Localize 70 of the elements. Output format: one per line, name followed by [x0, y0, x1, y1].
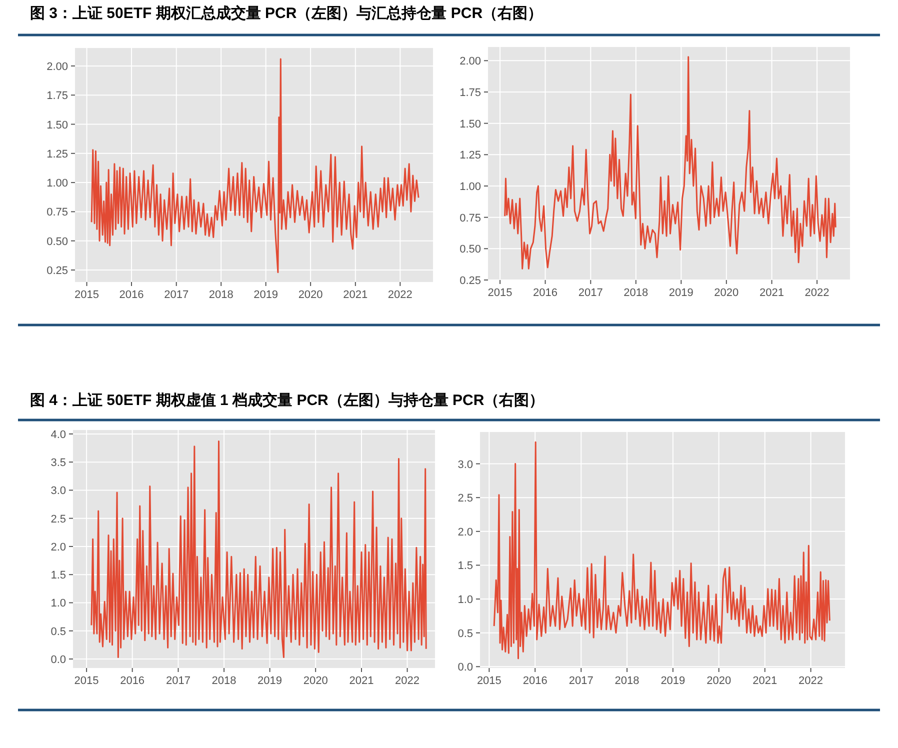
y-tick-label: 2.5: [458, 492, 473, 505]
x-tick-label: 2020: [706, 675, 732, 687]
x-tick-label: 2015: [74, 675, 99, 687]
y-tick-label: 1.75: [46, 90, 68, 102]
y-tick-label: 1.50: [46, 119, 68, 132]
y-tick-label: 4.0: [50, 428, 66, 441]
y-tick-label: 1.0: [458, 594, 473, 606]
x-tick-label: 2018: [624, 287, 648, 299]
x-tick-label: 2016: [522, 675, 548, 687]
y-tick-label: 0.50: [460, 244, 481, 256]
line-series: [90, 58, 420, 274]
y-tick-label: 2.5: [50, 513, 66, 526]
y-tick-label: 1.00: [46, 178, 68, 190]
y-tick-label: 2.00: [460, 56, 481, 68]
y-tick-label: 0.25: [460, 275, 481, 287]
line-series: [90, 440, 427, 658]
x-tick-label: 2015: [488, 287, 512, 299]
x-tick-label: 2018: [208, 289, 234, 301]
x-tick-label: 2022: [798, 675, 824, 687]
x-tick-label: 2022: [388, 289, 412, 301]
y-tick-label: 1.5: [458, 560, 473, 572]
x-tick-label: 2018: [212, 675, 236, 687]
y-tick-label: 0.5: [50, 626, 66, 638]
y-tick-label: 1.25: [46, 148, 68, 160]
x-tick-label: 2016: [119, 289, 144, 301]
x-tick-label: 2021: [752, 675, 778, 687]
x-tick-label: 2020: [303, 675, 328, 687]
line-series: [504, 56, 836, 270]
y-tick-label: 0.5: [458, 628, 473, 640]
x-tick-label: 2019: [660, 675, 686, 687]
y-tick-label: 1.25: [460, 150, 481, 162]
x-tick-label: 2021: [349, 675, 374, 687]
x-tick-label: 2016: [533, 287, 558, 299]
y-tick-label: 1.00: [460, 181, 481, 193]
y-tick-label: 0.75: [460, 212, 481, 224]
y-tick-label: 2.00: [46, 60, 68, 73]
x-tick-label: 2016: [120, 675, 145, 687]
y-tick-label: 1.50: [460, 118, 481, 130]
y-tick-label: 3.5: [50, 457, 66, 470]
x-tick-label: 2019: [258, 675, 282, 687]
chart-title: 图 3：上证 50ETF 期权汇总成交量 PCR（左图）与汇总持仓量 PCR（右图）: [30, 4, 543, 22]
line-series: [493, 441, 830, 660]
x-tick-label: 2022: [804, 287, 830, 299]
y-tick-label: 3.0: [50, 485, 66, 498]
x-tick-label: 2022: [395, 675, 420, 687]
x-tick-label: 2019: [254, 289, 278, 301]
x-tick-label: 2015: [74, 289, 100, 301]
y-tick-label: 0.0: [50, 654, 66, 666]
x-tick-label: 2017: [568, 675, 594, 687]
x-tick-label: 2020: [298, 289, 323, 301]
x-tick-label: 2015: [476, 675, 502, 687]
x-tick-label: 2020: [714, 287, 739, 299]
y-tick-label: 2.0: [50, 541, 66, 554]
x-tick-label: 2017: [578, 287, 603, 299]
y-tick-label: 1.75: [460, 86, 481, 99]
y-tick-label: 2.0: [458, 526, 473, 538]
x-tick-label: 2017: [166, 675, 190, 687]
y-tick-label: 0.50: [46, 236, 68, 248]
y-tick-label: 1.0: [50, 598, 66, 610]
y-tick-label: 3.0: [458, 458, 473, 471]
x-tick-label: 2017: [164, 289, 189, 301]
chart-title: 图 4：上证 50ETF 期权虚值 1 档成交量 PCR（左图）与持仓量 PCR（右图）: [30, 391, 544, 409]
y-tick-label: 0.75: [46, 206, 68, 219]
y-tick-label: 0.0: [458, 662, 473, 674]
y-tick-label: 1.5: [50, 570, 66, 582]
x-tick-label: 2019: [668, 287, 694, 299]
x-tick-label: 2021: [760, 287, 784, 299]
x-tick-label: 2018: [614, 675, 640, 687]
x-tick-label: 2021: [343, 289, 368, 301]
y-tick-label: 0.25: [46, 264, 68, 277]
